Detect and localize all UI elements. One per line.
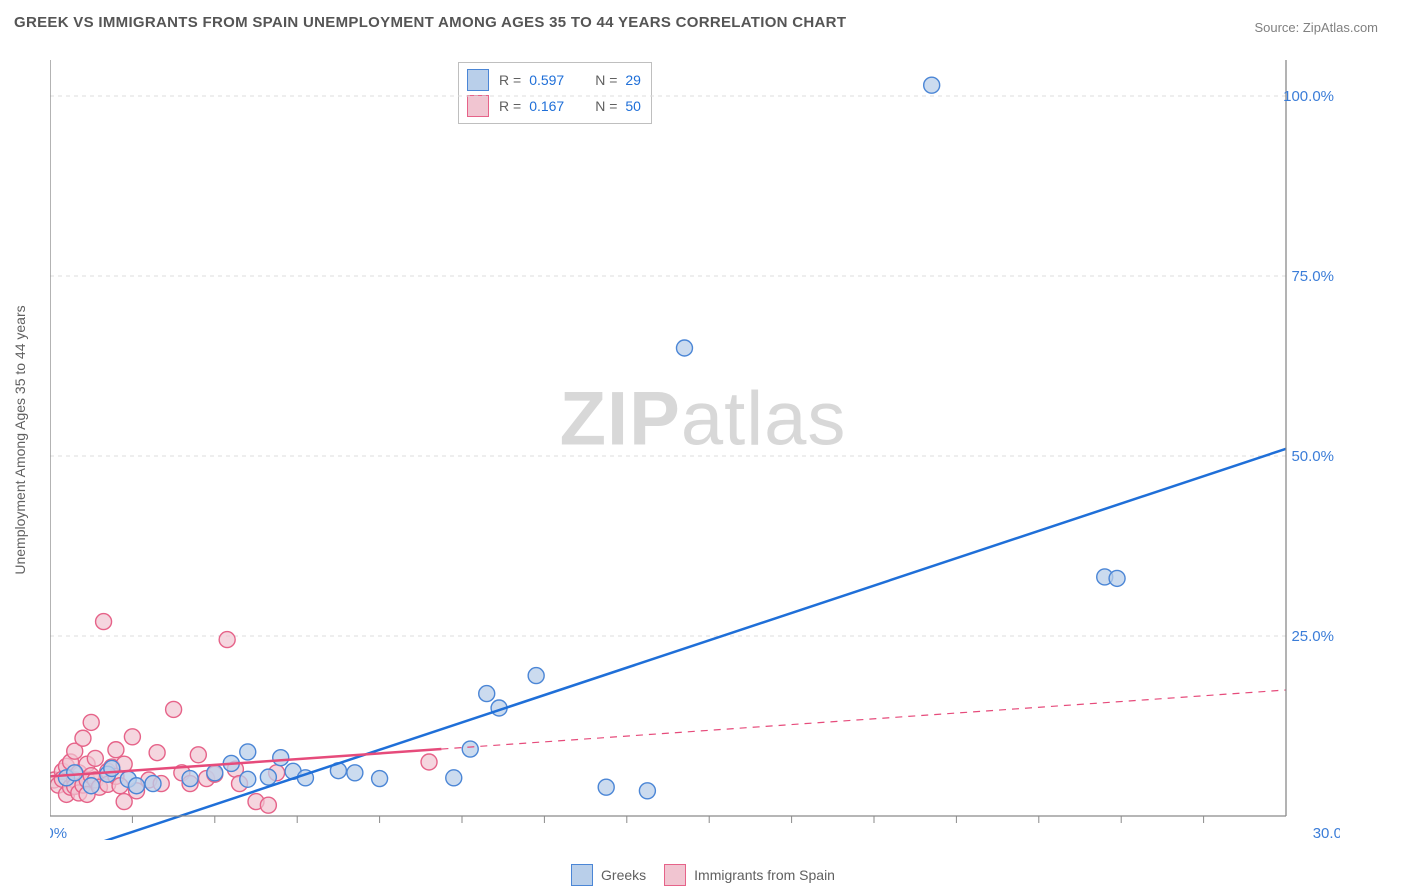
x-tick-label: 0.0% bbox=[50, 825, 67, 840]
scatter-point bbox=[75, 730, 91, 746]
scatter-point bbox=[1109, 570, 1125, 586]
legend-swatch bbox=[571, 864, 593, 886]
scatter-point bbox=[182, 771, 198, 787]
y-tick-label: 50.0% bbox=[1291, 448, 1334, 465]
scatter-point bbox=[240, 771, 256, 787]
scatter-point bbox=[96, 614, 112, 630]
scatter-point bbox=[83, 778, 99, 794]
scatter-point bbox=[446, 770, 462, 786]
scatter-point bbox=[372, 771, 388, 787]
y-tick-label: 25.0% bbox=[1291, 628, 1334, 645]
scatter-point bbox=[240, 744, 256, 760]
scatter-point bbox=[260, 797, 276, 813]
y-tick-label: 75.0% bbox=[1291, 268, 1334, 285]
scatter-point bbox=[104, 760, 120, 776]
scatter-point bbox=[124, 729, 140, 745]
scatter-point bbox=[67, 765, 83, 781]
scatter-point bbox=[149, 745, 165, 761]
scatter-point bbox=[108, 742, 124, 758]
scatter-point bbox=[145, 776, 161, 792]
scatter-point bbox=[598, 779, 614, 795]
y-axis-title: Unemployment Among Ages 35 to 44 years bbox=[12, 305, 28, 574]
scatter-point bbox=[166, 701, 182, 717]
scatter-point bbox=[190, 747, 206, 763]
scatter-point bbox=[207, 765, 223, 781]
scatter-point bbox=[129, 778, 145, 794]
scatter-point bbox=[462, 741, 478, 757]
scatter-point bbox=[260, 769, 276, 785]
scatter-point bbox=[87, 750, 103, 766]
legend-item: Immigrants from Spain bbox=[664, 864, 835, 886]
scatter-point bbox=[639, 783, 655, 799]
scatter-point bbox=[479, 686, 495, 702]
scatter-point bbox=[924, 77, 940, 93]
scatter-point bbox=[347, 765, 363, 781]
series-legend: Greeks Immigrants from Spain bbox=[0, 864, 1406, 886]
chart-title: GREEK VS IMMIGRANTS FROM SPAIN UNEMPLOYM… bbox=[14, 14, 846, 31]
y-tick-label: 100.0% bbox=[1283, 88, 1334, 105]
legend-label: Immigrants from Spain bbox=[694, 867, 835, 883]
chart-plot-area: 25.0% 50.0% 75.0% 100.0% 0.0% 30.0% bbox=[50, 60, 1340, 840]
source-attribution: Source: ZipAtlas.com bbox=[1254, 20, 1378, 35]
scatter-point bbox=[421, 754, 437, 770]
legend-label: Greeks bbox=[601, 867, 646, 883]
trend-line-extrapolated bbox=[441, 690, 1286, 749]
x-tick-label: 30.0% bbox=[1313, 825, 1340, 840]
scatter-point bbox=[676, 340, 692, 356]
scatter-point bbox=[83, 714, 99, 730]
scatter-point bbox=[528, 668, 544, 684]
legend-item: Greeks bbox=[571, 864, 646, 886]
legend-swatch bbox=[664, 864, 686, 886]
scatter-point bbox=[273, 750, 289, 766]
scatter-point bbox=[219, 632, 235, 648]
scatter-chart: 25.0% 50.0% 75.0% 100.0% 0.0% 30.0% bbox=[50, 60, 1340, 840]
